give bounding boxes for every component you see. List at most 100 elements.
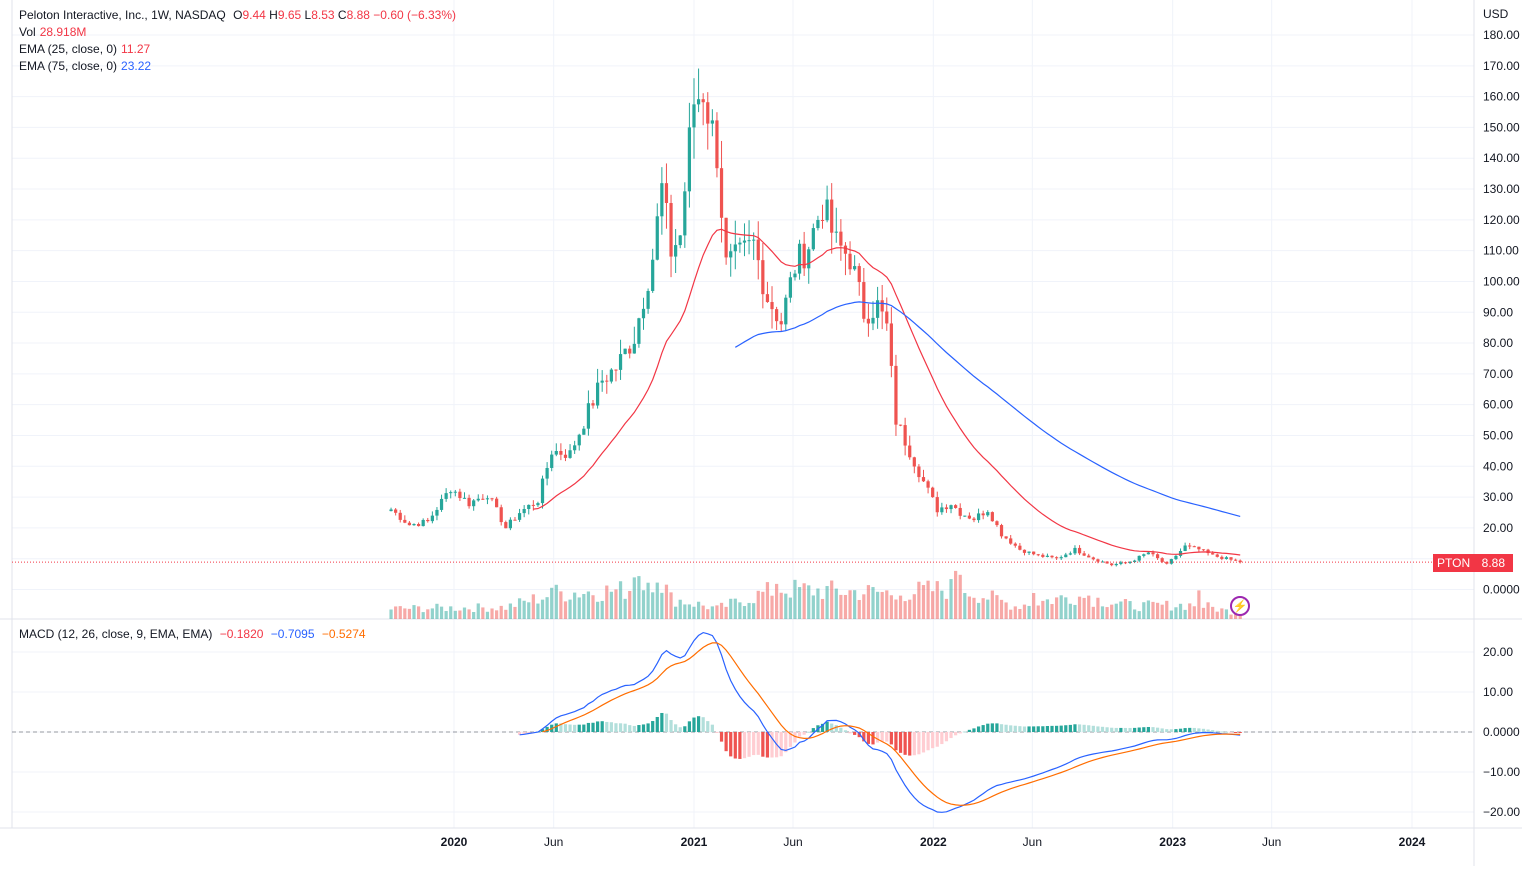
candle-body [623, 348, 627, 355]
candle-body [1064, 554, 1068, 558]
macd-histogram-bar [692, 717, 696, 732]
candle-body [531, 504, 535, 506]
macd-histogram-bar [1238, 732, 1242, 733]
volume-bar [462, 607, 467, 619]
candle-body [495, 498, 499, 508]
price-tick-label: 110.00 [1483, 244, 1519, 258]
candle-body [563, 454, 568, 458]
candle-body [1238, 560, 1242, 563]
price-tick-label: 60.00 [1483, 398, 1513, 412]
volume-bar [1188, 603, 1192, 619]
candle-body [848, 253, 852, 270]
volume-bar [701, 605, 705, 619]
price-tick-label: 90.00 [1483, 305, 1513, 319]
legend-main: Peloton Interactive, Inc., 1W, NASDAQ O9… [19, 7, 460, 24]
price-tick-label: 70.00 [1483, 367, 1513, 381]
volume-bar [426, 609, 430, 619]
volume-bar [1009, 609, 1013, 619]
macd-histogram-bar [623, 723, 627, 732]
macd-histogram-bar [885, 732, 889, 742]
volume-bar [1174, 607, 1178, 619]
symbol-title: Peloton Interactive, Inc., 1W, NASDAQ [19, 8, 226, 22]
volume-bar [1054, 597, 1059, 619]
candle-body [600, 380, 604, 383]
candle-body [853, 266, 857, 270]
volume-bar [954, 570, 958, 619]
volume-bar [1059, 595, 1063, 619]
volume-bar [1206, 602, 1210, 619]
volume-bar [995, 595, 999, 619]
volume-bar [990, 590, 994, 619]
candle-body [416, 523, 421, 527]
macd-histogram-bar [632, 725, 636, 732]
volume-bar [908, 599, 912, 619]
volume-bar [664, 584, 669, 619]
macd-histogram-bar [1211, 730, 1215, 732]
legend-ema75: EMA (75, close, 0) 23.22 [19, 58, 151, 75]
candle-body [894, 365, 898, 425]
macd-histogram-bar [1036, 726, 1040, 732]
volume-bar [1201, 607, 1206, 619]
macd-histogram-bar [848, 732, 852, 734]
volume-bar [412, 605, 416, 619]
ema25-value: 11.27 [121, 42, 151, 56]
volume-bar [1050, 604, 1054, 619]
volume-bar [1183, 609, 1187, 619]
candle-body [816, 219, 820, 229]
volume-bar [912, 594, 916, 619]
volume-bar [1091, 606, 1095, 619]
candle-body [761, 260, 765, 295]
candle-body [536, 503, 540, 506]
macd-histogram-bar [834, 725, 838, 732]
candle-body [632, 343, 636, 354]
volume-bar [531, 594, 535, 619]
price-tick-label: 20.00 [1483, 521, 1513, 535]
macd-histogram-bar [646, 723, 650, 732]
volume-bar [706, 609, 710, 619]
macd-line-value: −0.7095 [270, 627, 315, 641]
macd-histogram-bar [917, 732, 921, 755]
macd-histogram-bar [972, 728, 976, 732]
candle-body [398, 512, 402, 520]
macd-histogram-bar [1064, 725, 1068, 732]
macd-histogram-bar [701, 717, 705, 732]
volume-bar [545, 597, 549, 619]
volume-bar [981, 598, 985, 619]
macd-histogram-bar [605, 721, 609, 732]
macd-histogram-bar [1105, 727, 1109, 732]
macd-histogram-bar [921, 732, 926, 753]
macd-histogram-bar [1160, 728, 1164, 732]
volume-bar [931, 591, 935, 619]
candle-body [986, 512, 990, 516]
ohlc-close-label: C [337, 8, 347, 22]
lightning-icon[interactable]: ⚡ [1230, 596, 1250, 616]
macd-histogram-bar [788, 732, 792, 747]
candle-body [995, 521, 999, 526]
macd-histogram-bar [1165, 729, 1169, 732]
volume-bar [788, 597, 792, 619]
volume-bar [999, 599, 1004, 619]
macd-histogram-bar [669, 720, 673, 732]
volume-bar [628, 590, 632, 619]
candle-body [724, 217, 728, 258]
volume-bar [1238, 615, 1242, 619]
volume-bar [793, 579, 797, 619]
volume-bar [614, 589, 618, 619]
price-tick-label: 120.00 [1483, 213, 1520, 227]
macd-histogram-bar [651, 721, 655, 732]
macd-histogram-bar [664, 713, 669, 732]
volume-bar [830, 580, 834, 619]
candle-body [499, 507, 503, 523]
volume-bar [724, 606, 728, 619]
volume-bar [504, 609, 508, 619]
volume-bar [889, 595, 893, 619]
macd-histogram-bar [862, 732, 866, 742]
price-tick-label: 130.00 [1483, 182, 1520, 196]
volume-bar [660, 592, 664, 619]
volume-bar [1215, 611, 1219, 619]
macd-histogram-bar [1146, 726, 1151, 732]
ema75-value: 23.22 [121, 59, 152, 73]
time-tick-label: 2024 [1399, 835, 1426, 849]
